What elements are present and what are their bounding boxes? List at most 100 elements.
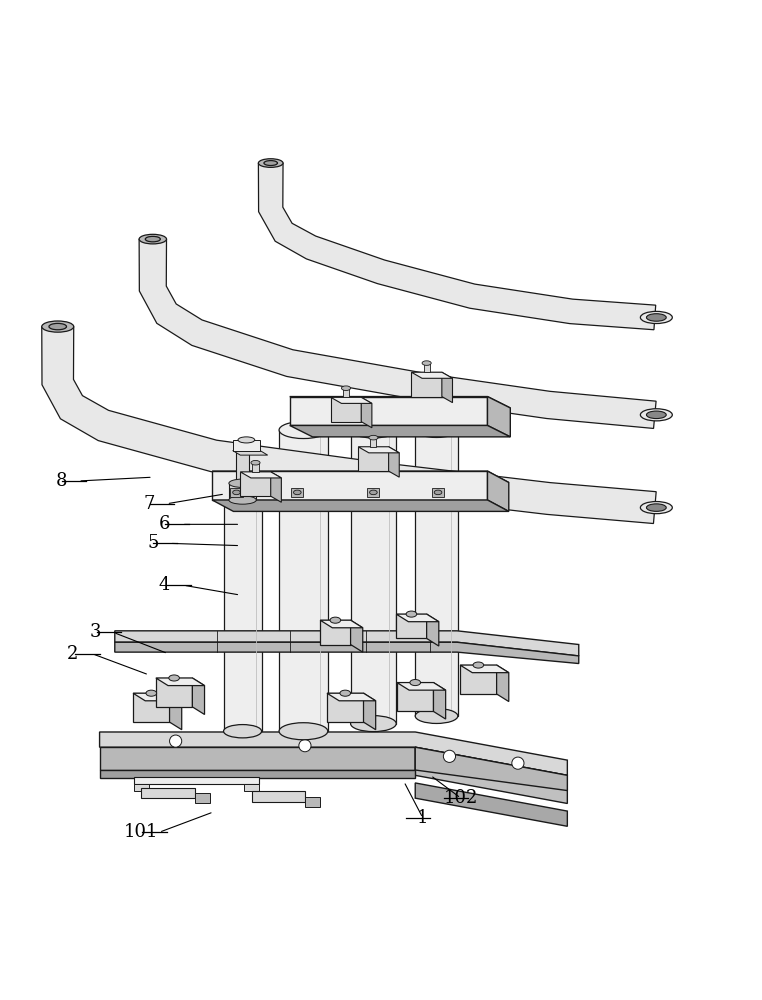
Bar [252,463,258,472]
Polygon shape [358,447,389,471]
Circle shape [512,757,524,769]
Ellipse shape [229,496,256,504]
Bar [367,488,379,497]
Polygon shape [156,678,204,686]
Circle shape [443,750,456,762]
Ellipse shape [351,422,396,438]
Bar [291,488,303,497]
Polygon shape [397,683,446,690]
Ellipse shape [42,321,74,332]
Ellipse shape [434,490,442,495]
Polygon shape [290,397,511,408]
Polygon shape [327,693,376,701]
Polygon shape [320,620,351,645]
Bar [279,430,328,731]
Polygon shape [134,777,259,784]
Polygon shape [415,783,568,826]
Ellipse shape [139,234,167,244]
Polygon shape [100,732,568,775]
Polygon shape [460,665,497,694]
Polygon shape [389,447,399,477]
Ellipse shape [370,490,377,495]
Polygon shape [411,372,453,378]
Ellipse shape [264,161,277,166]
Polygon shape [133,693,170,722]
Polygon shape [240,472,281,478]
Polygon shape [232,440,260,451]
Polygon shape [397,683,434,711]
Text: 6: 6 [158,515,170,533]
Polygon shape [351,620,363,652]
Circle shape [299,740,311,752]
Polygon shape [42,327,656,524]
Polygon shape [115,642,579,664]
Ellipse shape [646,504,666,511]
Ellipse shape [223,725,261,738]
Text: 5: 5 [147,534,158,552]
Ellipse shape [146,236,160,242]
Polygon shape [361,397,372,428]
Polygon shape [415,747,568,803]
Polygon shape [411,372,442,397]
Bar [236,443,248,500]
Ellipse shape [293,490,301,495]
Polygon shape [460,665,509,673]
Polygon shape [271,472,281,502]
Ellipse shape [330,617,341,623]
Polygon shape [212,471,488,500]
Ellipse shape [473,662,484,668]
Polygon shape [134,784,149,791]
Ellipse shape [415,709,458,723]
Polygon shape [396,614,427,638]
Circle shape [170,735,181,747]
Polygon shape [258,163,656,330]
Text: 3: 3 [90,623,101,641]
Text: 7: 7 [143,495,155,513]
Polygon shape [331,397,361,422]
Ellipse shape [646,314,666,321]
Text: 101: 101 [124,823,158,841]
Polygon shape [442,372,453,403]
Ellipse shape [238,437,255,443]
Bar [424,363,430,372]
Polygon shape [229,483,256,500]
Polygon shape [415,747,568,791]
Ellipse shape [341,386,351,390]
Bar [223,500,261,731]
Polygon shape [142,788,194,798]
Text: 4: 4 [158,576,170,594]
Polygon shape [194,793,210,803]
Polygon shape [133,693,181,701]
Ellipse shape [640,311,672,324]
Polygon shape [327,693,363,722]
Bar [370,438,376,447]
Ellipse shape [640,409,672,421]
Text: 8: 8 [56,472,67,490]
Polygon shape [212,471,509,483]
Ellipse shape [146,690,157,696]
Polygon shape [170,693,181,730]
Ellipse shape [169,675,179,681]
Polygon shape [427,614,439,646]
Polygon shape [488,471,509,511]
Bar [343,388,349,397]
Polygon shape [212,500,509,511]
Ellipse shape [279,723,328,740]
Polygon shape [240,472,271,496]
Polygon shape [358,447,399,453]
Polygon shape [320,620,363,628]
Ellipse shape [258,159,283,167]
Ellipse shape [410,680,421,686]
Polygon shape [497,665,509,702]
Polygon shape [290,397,488,425]
Polygon shape [139,239,656,428]
Polygon shape [232,451,267,455]
Ellipse shape [251,460,260,465]
Polygon shape [115,631,579,656]
Ellipse shape [229,479,256,487]
Ellipse shape [223,493,261,507]
Polygon shape [305,797,320,807]
Ellipse shape [422,361,431,365]
Ellipse shape [340,690,351,696]
Ellipse shape [406,611,417,617]
